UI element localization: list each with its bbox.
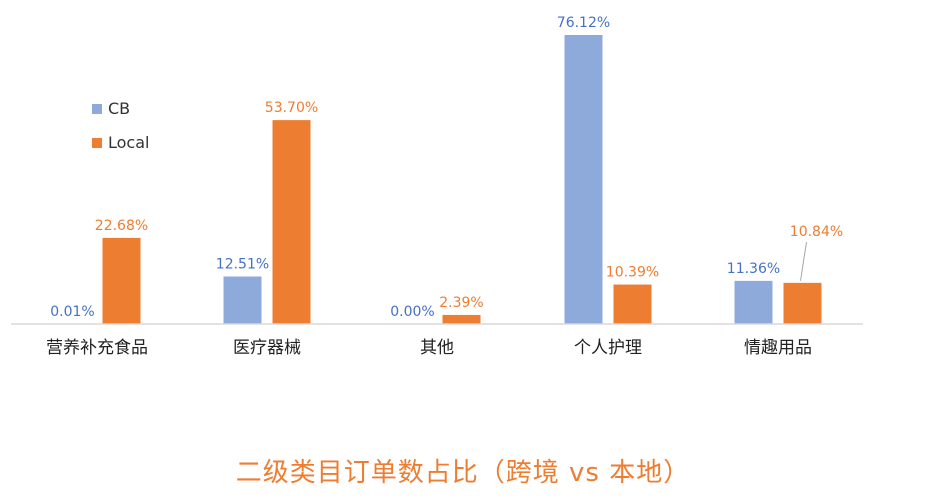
leader-line xyxy=(800,241,807,281)
data-label: 22.68% xyxy=(95,218,148,234)
legend: CB Local xyxy=(92,99,149,152)
category-label: 情趣用品 xyxy=(744,338,812,358)
bar-local xyxy=(783,282,822,324)
data-label: 10.84% xyxy=(790,224,843,240)
bar-local xyxy=(272,120,311,324)
data-label: 2.39% xyxy=(439,295,483,311)
data-label: 12.51% xyxy=(216,257,269,273)
bar-cb xyxy=(223,276,262,324)
legend-swatch-cb xyxy=(92,104,102,114)
category-label: 医疗器械 xyxy=(233,338,301,358)
legend-label-local: Local xyxy=(108,133,149,152)
bar-cb xyxy=(564,35,603,324)
category-label: 营养补充食品 xyxy=(46,338,148,358)
data-label: 0.00% xyxy=(390,304,434,320)
category-label: 个人护理 xyxy=(574,338,642,358)
bar-local xyxy=(442,314,481,324)
legend-label-cb: CB xyxy=(108,99,130,118)
bar-cb xyxy=(734,280,773,324)
bar-chart: 0.01% 12.51% 0.00% 76.12% 11.36% 22.68% 53.70%… xyxy=(11,15,863,358)
category-labels-layer: 营养补充食品 医疗器械 其他 个人护理 情趣用品 xyxy=(46,338,812,358)
bars-layer xyxy=(102,35,822,324)
chart-title: 二级类目订单数占比（跨境 vs 本地） xyxy=(235,458,691,488)
data-label: 53.70% xyxy=(265,100,318,116)
data-label: 0.01% xyxy=(50,304,94,320)
data-labels-layer: 0.01% 12.51% 0.00% 76.12% 11.36% 22.68% 53.70%… xyxy=(50,15,843,320)
data-label: 11.36% xyxy=(727,261,780,277)
data-label: 76.12% xyxy=(557,15,610,31)
bar-local xyxy=(613,284,652,324)
legend-swatch-local xyxy=(92,138,102,148)
data-label: 10.39% xyxy=(606,265,659,281)
bar-local xyxy=(102,237,141,324)
category-label: 其他 xyxy=(420,338,454,358)
